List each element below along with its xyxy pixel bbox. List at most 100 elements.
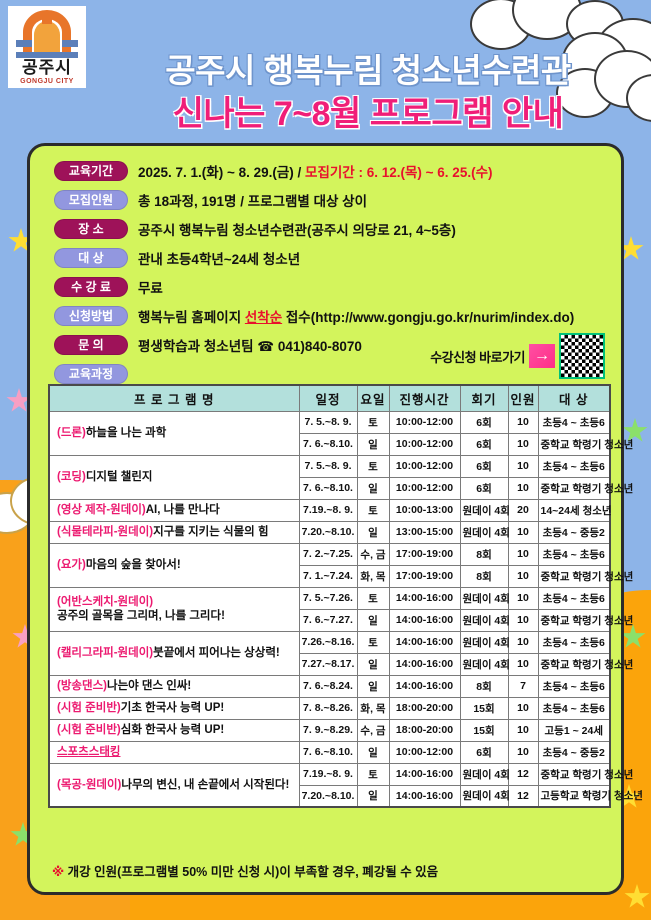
target-cell: 초등4 ~ 초등6	[537, 454, 611, 478]
value-audience: 관내 초등4학년~24세 청소년	[138, 251, 301, 267]
target-cell: 초등4 ~ 초등6	[537, 586, 611, 610]
program-category-tag: (요가)	[57, 559, 86, 571]
weekday-cell: 일	[356, 608, 390, 632]
label-apply-method: 신청방법	[54, 305, 128, 326]
schedule-cell: 7. 1.~7.24.	[298, 564, 358, 588]
program-name-cell: (캘리그라피-원데이)붓끝에서 피어나는 상상력!	[48, 630, 300, 676]
target-cell: 중학교 학령기 청소년	[537, 564, 633, 588]
program-table-wrap: 프 로 그 램 명 일정 요일 진행시간 회기 인원 대 상 (드론)하늘을 나…	[48, 384, 643, 808]
stone-arch-icon	[16, 10, 78, 58]
weekday-cell: 토	[356, 410, 390, 434]
table-row: (시험 준비반)심화 한국사 능력 UP! 7. 9.~8.29. 수, 금 18:0…	[48, 718, 611, 742]
schedule-cell: 7. 5.~8. 9.	[298, 410, 358, 434]
table-row: (시험 준비반)기초 한국사 능력 UP! 7. 8.~8.26. 화, 목 18:0…	[48, 696, 611, 720]
weekday-cell: 수, 금	[356, 718, 390, 742]
capacity-cell: 10	[507, 476, 539, 500]
label-location: 장 소	[54, 218, 128, 239]
info-list: 교육기간 2025. 7. 1.(화) ~ 8. 29.(금) / 모집기간 :…	[54, 156, 611, 388]
value-contact: 평생학습과 청소년팀 ☎ 041)840-8070	[138, 338, 362, 354]
target-cell: 중학교 학령기 청소년	[537, 652, 633, 676]
col-sessions: 회기	[459, 384, 509, 412]
sessions-cell: 원데이 4회	[459, 608, 510, 632]
logo-korean-text: 공주시	[22, 58, 72, 77]
program-name-cell: 스포츠스태킹	[48, 740, 300, 764]
schedule-cell: 7. 2.~7.25.	[298, 542, 358, 566]
capacity-cell: 10	[507, 542, 539, 566]
program-title-text: 마음의 숲을 찾아서!	[85, 559, 181, 571]
qr-code[interactable]	[559, 333, 605, 379]
program-title-text: 심화 한국사 능력 UP!	[120, 724, 225, 736]
info-row-curriculum: 교육과정	[54, 359, 611, 388]
value-location: 공주시 행복누림 청소년수련관(공주시 의당로 21, 4~5층)	[138, 222, 456, 238]
table-row: 스포츠스태킹 7. 6.~8.10. 일 10:00-12:00 6회 10 초등4 ~ 중…	[48, 740, 611, 764]
time-cell: 10:00-12:00	[388, 740, 461, 764]
table-row: 7.27.~8.17. 일 14:00-16:00 원데이 4회 10 중학교 학령기 청…	[49, 652, 633, 676]
time-cell: 18:00-20:00	[388, 718, 461, 742]
program-title-text: 스포츠스태킹	[57, 746, 121, 758]
weekday-cell: 일	[356, 674, 390, 698]
weekday-cell: 토	[356, 498, 390, 522]
program-title-text: AI, 나를 만나다	[145, 504, 220, 516]
schedule-cell: 7.27.~8.17.	[298, 652, 358, 676]
program-title-text: 지구를 지키는 식물의 힘	[153, 526, 269, 538]
target-cell: 초등4 ~ 초등6	[537, 542, 611, 566]
sessions-cell: 6회	[459, 476, 509, 500]
program-category-tag: (코딩)	[57, 471, 86, 483]
time-cell: 17:00-19:00	[388, 542, 461, 566]
target-cell: 고등학교 학령기 청소년	[537, 784, 643, 808]
sessions-cell: 원데이 4회	[459, 630, 510, 654]
label-contact: 문 의	[54, 334, 128, 355]
value-fee: 무료	[138, 280, 163, 296]
apply-highlight: 선착순	[244, 309, 283, 325]
col-program-name: 프 로 그 램 명	[48, 384, 300, 412]
program-category-tag: (캘리그라피-원데이)	[57, 647, 154, 659]
capacity-cell: 10	[507, 586, 539, 610]
target-cell: 초등4 ~ 중등2	[537, 740, 611, 764]
time-cell: 14:00-16:00	[388, 652, 461, 676]
time-cell: 17:00-19:00	[388, 564, 461, 588]
label-education-period: 교육기간	[54, 160, 128, 181]
program-category-tag: (영상 제작-원데이)	[57, 504, 146, 516]
program-category-tag: (목공-원데이)	[57, 778, 122, 791]
target-cell: 중학교 학령기 청소년	[537, 608, 633, 632]
target-cell: 초등4 ~ 초등6	[537, 696, 611, 720]
footnote: ※ 개강 인원(프로그램별 50% 미만 신청 시)이 부족할 경우, 폐강될 …	[52, 861, 438, 880]
target-cell: 중학교 학령기 청소년	[537, 476, 633, 500]
qr-apply-block[interactable]: 수강신청 바로가기 →	[430, 333, 605, 379]
weekday-cell: 일	[356, 432, 390, 456]
info-row-location: 장 소 공주시 행복누림 청소년수련관(공주시 의당로 21, 4~5층)	[54, 214, 611, 243]
time-cell: 14:00-16:00	[388, 608, 461, 632]
time-cell: 18:00-20:00	[388, 696, 461, 720]
capacity-cell: 10	[507, 432, 539, 456]
value-apply-method: 행복누림 홈페이지 선착순 접수(http://www.gongju.go.kr…	[138, 306, 574, 326]
program-title-text: 나는야 댄스 인싸!	[106, 680, 192, 692]
apply-suffix[interactable]: 접수(http://www.gongju.go.kr/nurim/index.d…	[282, 309, 575, 325]
sessions-cell: 8회	[459, 542, 509, 566]
weekday-cell: 일	[356, 520, 390, 544]
table-row: (캘리그라피-원데이)붓끝에서 피어나는 상상력! 7.26.~8.16. 토 14:…	[48, 630, 611, 676]
schedule-cell: 7. 5.~8. 9.	[298, 454, 358, 478]
time-cell: 14:00-16:00	[388, 586, 461, 610]
target-cell: 14~24세 청소년	[537, 498, 612, 522]
table-row: 7.20.~8.10. 일 14:00-16:00 원데이 4회 12 고등학교 학령기 …	[49, 784, 643, 808]
sessions-cell: 15회	[459, 718, 509, 742]
schedule-cell: 7. 8.~8.26.	[298, 696, 358, 720]
schedule-cell: 7. 6.~8.10.	[298, 432, 358, 456]
schedule-cell: 7. 9.~8.29.	[298, 718, 358, 742]
sessions-cell: 원데이 4회	[459, 762, 510, 786]
table-body: (드론)하늘을 나는 과학 7. 5.~8. 9. 토 10:00-12:00 6회 10…	[48, 410, 643, 808]
schedule-cell: 7.20.~8.10.	[298, 520, 358, 544]
col-target: 대 상	[537, 384, 611, 412]
schedule-cell: 7.19.~8. 9.	[298, 498, 358, 522]
poster-header: 공주시 GONGJU CITY 공주시 행복누림 청소년수련관 신나는 7~8월…	[0, 0, 651, 140]
weekday-cell: 일	[356, 784, 390, 808]
capacity-cell: 10	[507, 454, 539, 478]
capacity-cell: 10	[507, 410, 539, 434]
time-cell: 14:00-16:00	[388, 630, 461, 654]
col-time: 진행시간	[388, 384, 461, 412]
time-cell: 14:00-16:00	[388, 784, 461, 808]
weekday-cell: 토	[356, 586, 390, 610]
table-header-row: 프 로 그 램 명 일정 요일 진행시간 회기 인원 대 상	[48, 384, 611, 412]
sessions-cell: 8회	[459, 564, 509, 588]
footnote-text: 개강 인원(프로그램별 50% 미만 신청 시)이 부족할 경우, 폐강될 수 …	[64, 865, 439, 879]
